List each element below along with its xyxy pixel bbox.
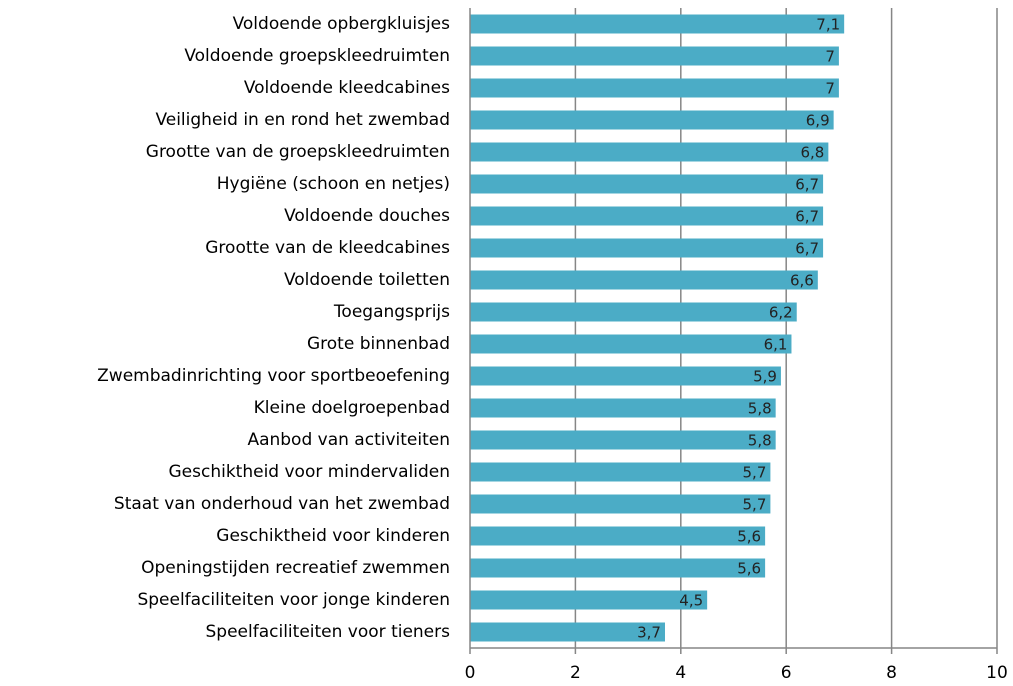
value-label: 7 — [825, 80, 835, 98]
value-label: 5,7 — [743, 464, 767, 482]
y-tick-label: Grootte van de groepskleedruimten — [146, 142, 450, 162]
value-label: 6,7 — [795, 176, 819, 194]
y-tick-label: Speelfaciliteiten voor jonge kinderen — [137, 590, 450, 610]
bar — [470, 430, 776, 450]
value-label: 5,8 — [748, 432, 772, 450]
bar — [470, 174, 824, 194]
bar — [470, 558, 766, 578]
value-label: 6,8 — [801, 144, 825, 162]
value-label: 6,2 — [769, 304, 793, 322]
bar — [470, 590, 708, 610]
value-label: 6,7 — [795, 240, 819, 258]
value-label: 7,1 — [816, 16, 840, 34]
y-tick-label: Hygiëne (schoon en netjes) — [217, 174, 450, 194]
y-tick-label: Speelfaciliteiten voor tieners — [206, 622, 451, 642]
value-label: 3,7 — [637, 624, 661, 642]
value-label: 4,5 — [679, 592, 703, 610]
y-tick-label: Voldoende toiletten — [284, 270, 450, 290]
x-tick-label: 6 — [781, 663, 792, 683]
value-label: 5,9 — [753, 368, 777, 386]
y-tick-label: Voldoende groepskleedruimten — [184, 46, 450, 66]
y-tick-label: Voldoende kleedcabines — [244, 78, 450, 98]
bar — [470, 142, 829, 162]
bar — [470, 270, 818, 290]
bar — [470, 206, 824, 226]
bar — [470, 238, 824, 258]
x-tick-label: 4 — [675, 663, 686, 683]
bar — [470, 494, 771, 514]
bar — [470, 46, 839, 66]
y-tick-label: Openingstijden recreatief zwemmen — [141, 558, 450, 578]
y-tick-label: Grote binnenbad — [307, 334, 450, 354]
value-label: 6,9 — [806, 112, 830, 130]
value-label: 7 — [825, 48, 835, 66]
x-tick-label: 8 — [886, 663, 897, 683]
bar — [470, 622, 665, 642]
value-label: 5,7 — [743, 496, 767, 514]
value-label: 5,6 — [737, 560, 761, 578]
y-tick-label: Toegangsprijs — [333, 302, 450, 322]
value-label: 6,6 — [790, 272, 814, 290]
y-tick-label: Geschiktheid voor kinderen — [216, 526, 450, 546]
x-tick-label: 10 — [986, 663, 1008, 683]
y-tick-label: Geschiktheid voor mindervaliden — [169, 462, 451, 482]
bar — [470, 462, 771, 482]
y-tick-label: Voldoende douches — [284, 206, 450, 226]
bar — [470, 78, 839, 98]
value-label: 5,8 — [748, 400, 772, 418]
bar — [470, 366, 781, 386]
y-tick-label: Staat van onderhoud van het zwembad — [114, 494, 450, 514]
y-tick-label: Veiligheid in en rond het zwembad — [155, 110, 450, 130]
bar — [470, 14, 845, 34]
x-tick-label: 0 — [465, 663, 476, 683]
bar — [470, 302, 797, 322]
bar — [470, 526, 766, 546]
bar — [470, 110, 834, 130]
y-tick-label: Aanbod van activiteiten — [247, 430, 450, 450]
y-tick-label: Kleine doelgroepenbad — [254, 398, 450, 418]
value-label: 5,6 — [737, 528, 761, 546]
x-tick-label: 2 — [570, 663, 581, 683]
bar — [470, 334, 792, 354]
y-tick-label: Zwembadinrichting voor sportbeoefening — [97, 366, 450, 386]
value-label: 6,1 — [764, 336, 788, 354]
y-tick-label: Grootte van de kleedcabines — [205, 238, 450, 258]
value-label: 6,7 — [795, 208, 819, 226]
bar — [470, 398, 776, 418]
y-tick-label: Voldoende opbergkluisjes — [233, 14, 451, 34]
